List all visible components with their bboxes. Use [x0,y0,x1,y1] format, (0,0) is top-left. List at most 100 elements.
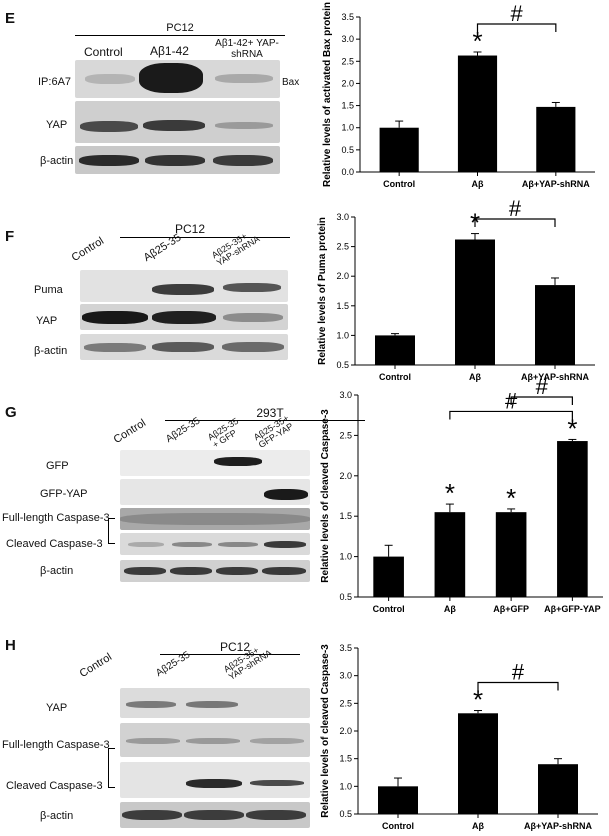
bar [536,106,576,172]
blot-band [139,63,203,93]
panel-e: E PC12 Control Aβ1-42 Aβ1-42+ YAP-shRNA … [0,0,609,200]
blot-band [85,74,135,84]
cell-line-label: PC12 [174,222,206,236]
blot-gfp-yap [120,479,310,505]
significance-hash: # [512,660,525,685]
cell-line-rule [75,35,285,36]
y-tick-label: 1.0 [339,781,352,791]
panel-f: F PC12 Control Aβ25-35 Aβ25-35+ YAP-shRN… [0,196,609,390]
significance-star: * [567,413,577,443]
significance-star: * [445,478,455,508]
y-tick-label: 2.5 [341,56,354,66]
blot-yap [80,304,288,330]
blot-band [262,567,306,575]
cell-line-label: PC12 [219,640,251,654]
y-tick-label: 2.0 [339,726,352,736]
y-tick-label: 1.5 [339,754,352,764]
column-label: Aβ1-42 [150,44,189,58]
bar [535,285,575,365]
panel-label: G [5,404,17,421]
y-axis-label: Relative levels of activated Bax protein [322,2,333,187]
row-label: GFP [46,460,69,472]
x-tick-label: Aβ+GFP [493,604,529,614]
blot-full-length [120,508,310,530]
blot-band [128,542,164,547]
y-tick-label: 0.5 [339,592,352,602]
blot-actin [120,802,310,828]
blot-band [170,567,212,575]
significance-star: * [473,685,483,715]
row-label: β-actin [40,565,74,577]
caspase-bracket [108,518,115,544]
column-label: Aβ1-42+ YAP-shRNA [215,38,279,60]
bar-chart: 0.5 1.0 1.5 2.0 2.5 3.0 3.5 Relative levels of … [320,643,598,831]
blot-band [82,311,148,324]
blot-actin [75,146,280,174]
row-label: YAP [36,315,58,327]
x-tick-label: Aβ [444,604,456,614]
row-label: YAP [46,119,68,131]
y-tick-label: 2.0 [339,471,352,481]
significance-star: * [472,26,482,56]
bar-chart: 0.5 1.0 1.5 2.0 2.5 3.0 Relative levels of Pum… [317,196,595,382]
y-tick-label: 1.0 [336,330,349,340]
blot-band [264,489,308,500]
blot-band [223,283,281,292]
blot-yap [120,688,310,718]
x-tick-label: Aβ+YAP-shRNA [521,372,589,382]
blot-actin [80,334,288,360]
x-tick-label: Aβ+YAP-shRNA [522,179,590,189]
panel-label: F [5,228,15,245]
bax-side-label: Bax [282,77,300,88]
comparison-bracket [477,681,559,691]
blot-band [214,457,262,466]
y-tick-label: 3.5 [341,12,354,22]
y-tick-label: 1.0 [341,123,354,133]
y-tick-label: 0.5 [341,145,354,155]
cell-line-rule [165,420,365,421]
cell-line-rule [160,654,300,655]
x-tick-label: Control [379,372,411,382]
bar [378,786,418,814]
bar [379,127,419,172]
bar-chart: 0.0 0.5 1.0 1.5 2.0 2.5 3.0 3.5 Relative levels … [322,1,595,189]
bar [557,441,588,597]
blot-gfp [120,450,310,476]
blot-band [184,810,244,820]
y-tick-label: 2.0 [341,78,354,88]
comparison-bracket [449,410,573,420]
significance-hash: # [509,196,522,221]
blot-band [215,74,273,83]
row-label: Full-length Caspase-3 [2,739,110,751]
panel-label: E [5,10,16,27]
comparison-bracket [474,218,556,227]
caspase-bracket [108,748,115,788]
blot-band [84,343,146,352]
y-tick-label: 3.0 [341,34,354,44]
blot-band [246,810,306,820]
x-tick-label: Control [382,821,414,831]
blot-yap [75,101,280,143]
bar [375,335,415,365]
blot-band [172,542,212,547]
row-label: YAP [46,702,68,714]
y-axis-label: Relative levels of cleaved Caspase-3 [320,409,331,583]
y-tick-label: 1.5 [336,301,349,311]
bar [458,713,498,814]
blot-cleaved [120,762,310,798]
x-tick-label: Aβ [472,179,484,189]
blot-band [124,567,166,575]
y-tick-label: 2.5 [339,430,352,440]
y-axis-label: Relative levels of Puma protein [317,217,328,365]
blot-band [126,738,180,744]
blot-ip6a7 [75,60,280,98]
y-tick-label: 3.0 [336,212,349,222]
blot-band [79,155,139,166]
y-tick-label: 0.0 [341,167,354,177]
bar [434,512,466,597]
blot-band [213,155,273,166]
blot-band [120,513,310,525]
y-tick-label: 2.0 [336,271,349,281]
y-tick-label: 1.5 [339,511,352,521]
significance-hash: # [536,374,549,399]
